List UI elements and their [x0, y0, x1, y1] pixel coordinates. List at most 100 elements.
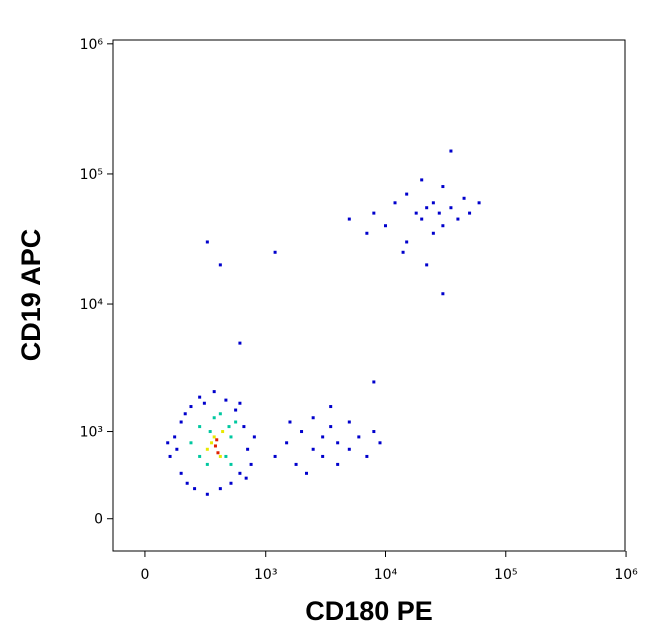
- data-point: [234, 408, 238, 412]
- data-point: [365, 454, 369, 458]
- data-point: [229, 435, 233, 439]
- x-tick-label: 0: [140, 567, 149, 583]
- data-point: [462, 196, 466, 200]
- plot-frame: [112, 39, 626, 552]
- data-point: [405, 192, 409, 196]
- data-point: [198, 454, 202, 458]
- data-point: [218, 487, 222, 491]
- data-point: [198, 425, 202, 429]
- data-point: [441, 224, 445, 228]
- data-point: [183, 412, 187, 416]
- data-point: [425, 263, 429, 267]
- data-point: [244, 476, 248, 480]
- data-point: [238, 471, 242, 475]
- data-point: [218, 412, 222, 416]
- data-point: [329, 405, 333, 409]
- x-tick-label: 10⁴: [374, 567, 398, 583]
- y-tick-label: 10⁵: [80, 167, 103, 183]
- data-point: [227, 425, 231, 429]
- data-point: [221, 430, 225, 434]
- data-point: [216, 451, 220, 455]
- data-point: [347, 420, 351, 424]
- data-point: [229, 462, 233, 466]
- data-point: [383, 224, 387, 228]
- data-point: [431, 201, 435, 205]
- data-point: [179, 471, 183, 475]
- data-point: [205, 240, 209, 244]
- data-point: [294, 462, 298, 466]
- data-point: [238, 401, 242, 405]
- y-tick-label: 0: [94, 512, 103, 528]
- data-point: [414, 211, 418, 215]
- x-axis-title: CD180 PE: [305, 596, 433, 626]
- data-point: [273, 454, 277, 458]
- data-point: [365, 231, 369, 235]
- data-point: [437, 211, 441, 215]
- data-point: [185, 481, 189, 485]
- data-point: [224, 398, 228, 402]
- data-point: [210, 441, 214, 445]
- x-tick-label: 10⁵: [494, 567, 517, 583]
- data-point: [311, 447, 315, 451]
- data-point: [213, 444, 217, 448]
- data-point: [198, 395, 202, 399]
- data-point: [431, 231, 435, 235]
- data-point: [329, 425, 333, 429]
- data-point: [173, 435, 177, 439]
- data-point: [249, 462, 253, 466]
- y-tick-label: 10⁴: [80, 297, 104, 313]
- data-point: [449, 149, 453, 153]
- data-point: [372, 430, 376, 434]
- y-axis-title: CD19 APC: [16, 229, 46, 362]
- data-point: [218, 454, 222, 458]
- data-point: [212, 435, 216, 439]
- data-point: [246, 447, 250, 451]
- data-point: [252, 435, 256, 439]
- data-point: [347, 447, 351, 451]
- data-point: [378, 441, 382, 445]
- data-point: [238, 341, 242, 345]
- data-point: [179, 420, 183, 424]
- data-point: [212, 390, 216, 394]
- data-point: [242, 425, 246, 429]
- data-point: [288, 420, 292, 424]
- data-point: [305, 471, 309, 475]
- data-point: [224, 454, 228, 458]
- data-point: [405, 240, 409, 244]
- data-point: [285, 441, 289, 445]
- data-point: [357, 435, 361, 439]
- data-point: [425, 206, 429, 210]
- data-point: [168, 454, 172, 458]
- data-point: [215, 438, 219, 442]
- data-point: [205, 462, 209, 466]
- x-tick-label: 10³: [254, 567, 277, 583]
- data-point: [372, 380, 376, 384]
- data-point: [202, 401, 206, 405]
- data-point: [420, 178, 424, 182]
- data-point: [477, 201, 481, 205]
- data-point: [393, 201, 397, 205]
- data-point: [336, 441, 340, 445]
- data-point: [234, 420, 238, 424]
- data-point: [449, 206, 453, 210]
- data-point: [175, 447, 179, 451]
- data-point: [321, 454, 325, 458]
- data-point: [347, 217, 351, 221]
- data-point: [205, 492, 209, 496]
- data-point: [441, 292, 445, 296]
- data-point: [456, 217, 460, 221]
- data-point: [321, 435, 325, 439]
- data-point: [300, 430, 304, 434]
- data-point: [441, 185, 445, 189]
- data-point: [193, 487, 197, 491]
- y-tick-label: 10³: [80, 425, 103, 441]
- data-point: [229, 481, 233, 485]
- data-point: [420, 217, 424, 221]
- data-point: [401, 250, 405, 254]
- data-point: [218, 263, 222, 267]
- data-point: [166, 441, 170, 445]
- data-point: [336, 462, 340, 466]
- data-point: [189, 405, 193, 409]
- x-tick-label: 10⁶: [614, 567, 638, 583]
